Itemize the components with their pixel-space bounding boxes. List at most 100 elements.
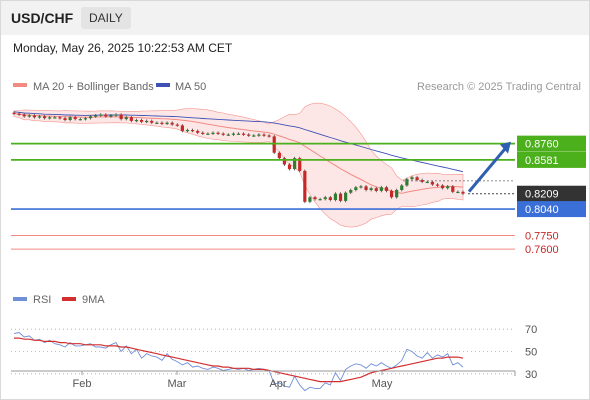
candle-body (293, 158, 297, 170)
candle-body (119, 114, 123, 120)
candle-body (405, 179, 409, 186)
ma50-line (13, 111, 464, 173)
resistance-label: 0.8760 (525, 139, 559, 151)
candle-body (242, 133, 246, 135)
x-tick-label: May (372, 378, 393, 390)
candle-body (344, 192, 348, 201)
candle-body (430, 181, 434, 185)
candle-body (94, 115, 98, 117)
candle-body (379, 187, 383, 191)
candle-body (226, 134, 230, 136)
candle-body (196, 130, 200, 133)
header-bar: USD/CHF DAILY (1, 1, 589, 35)
candle-body (124, 117, 128, 120)
candle-body (308, 197, 312, 202)
candle-body (48, 117, 52, 119)
candle-body (216, 132, 220, 134)
candle-body (298, 158, 302, 171)
candle-body (37, 116, 42, 118)
candle-body (420, 180, 424, 182)
candle-body (160, 122, 164, 124)
candle-body (349, 190, 353, 193)
candle-body (170, 122, 174, 125)
rsi-ma-line (14, 337, 464, 383)
candle-body (236, 133, 241, 135)
candle-body (461, 191, 465, 194)
candle-body (257, 134, 261, 136)
candle-body (73, 117, 77, 120)
candle-body (180, 125, 184, 131)
candle-body (43, 116, 47, 119)
candle-body (83, 118, 88, 120)
candle-body (155, 122, 159, 124)
resistance-label-box (517, 135, 586, 152)
candle-body (389, 190, 394, 198)
candle-body (185, 130, 190, 132)
candle-body (272, 136, 276, 153)
forecast-arrow (467, 146, 508, 193)
candle-body (328, 197, 332, 200)
credit-text: Research © 2025 Trading Central (417, 81, 581, 93)
resistance-label-box (517, 151, 586, 168)
target-label: 0.7750 (525, 230, 559, 242)
last-price-label-box (517, 185, 586, 202)
ma20-line (13, 113, 464, 194)
candle-body (410, 177, 414, 180)
candle-body (201, 132, 205, 134)
candle-body (451, 186, 455, 192)
candle-body (231, 133, 235, 135)
candle-body (354, 187, 358, 190)
x-tick-label: Apr (269, 378, 286, 390)
bollinger-legend-label: MA 20 + Bollinger Bands (33, 81, 154, 93)
ma50-legend-label: MA 50 (175, 81, 206, 93)
rsi-tick-label: 70 (525, 324, 537, 336)
candle-body (139, 120, 144, 122)
candle-body (109, 115, 113, 117)
candle-body (206, 133, 210, 135)
candle-body (262, 134, 266, 136)
candle-body (374, 188, 378, 191)
target-label: 0.7600 (525, 244, 559, 256)
candle-body (63, 118, 67, 120)
candle-body (22, 114, 26, 117)
candle-body (384, 187, 389, 191)
candle-body (175, 124, 179, 126)
candle-body (32, 115, 37, 118)
rsi-chart: 70 50 30 (11, 324, 537, 392)
rsi-ma-legend-swatch (62, 297, 76, 301)
candle-body (338, 193, 343, 201)
candle-body (313, 197, 317, 200)
candle-body (364, 186, 368, 190)
candle-body (252, 135, 256, 137)
candle-body (323, 197, 327, 200)
x-tick-label: Feb (73, 378, 92, 390)
candle-body (456, 191, 460, 194)
candle-body (435, 184, 440, 186)
candle-body (318, 199, 322, 201)
ma50-legend-swatch (156, 83, 170, 87)
candle-body (129, 117, 133, 121)
pair-title: USD/CHF (11, 10, 74, 26)
rsi-legend-swatch (13, 297, 27, 301)
candle-body (303, 170, 307, 202)
rsi-tick-label: 30 (525, 369, 537, 381)
candle-body (78, 119, 82, 121)
candle-body (88, 116, 93, 119)
candle-body (425, 181, 429, 184)
candle-body (17, 113, 21, 115)
candle-body (12, 112, 16, 114)
timeframe-badge[interactable]: DAILY (81, 7, 131, 29)
candle-body (415, 177, 419, 180)
candle-body (440, 185, 445, 189)
candle-body (400, 185, 404, 190)
candle-body (99, 114, 103, 116)
candle-body (211, 132, 215, 134)
forecast-arrow-head (500, 141, 511, 154)
candle-body (282, 158, 287, 165)
candle-body (114, 114, 118, 116)
price-chart (11, 102, 515, 250)
rsi-legend-label: RSI (33, 294, 51, 306)
candle-body (221, 133, 225, 135)
candle-body (58, 117, 62, 119)
